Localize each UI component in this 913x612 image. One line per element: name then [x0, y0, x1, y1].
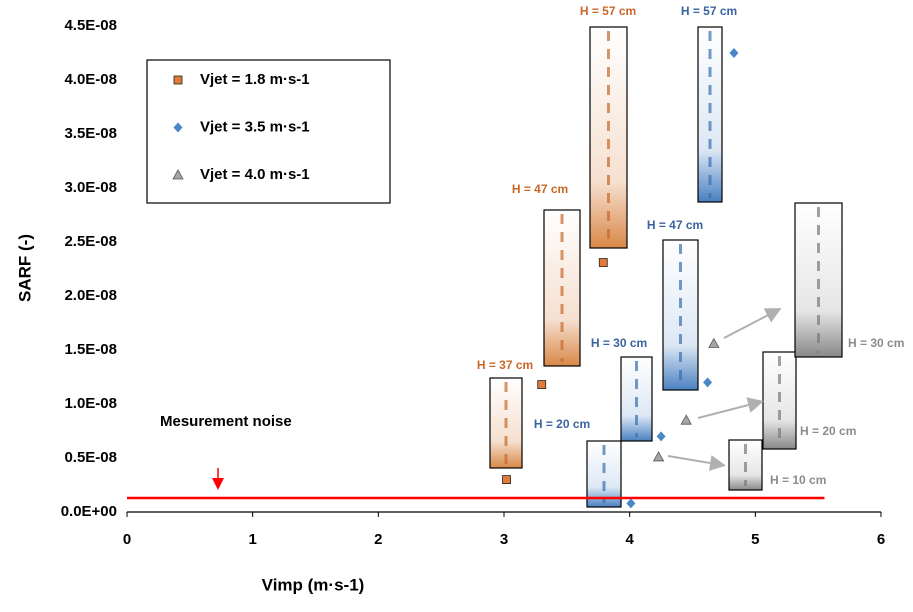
legend-label: Vjet = 3.5 m·s-1	[200, 118, 310, 135]
y-tick-label: 0.0E+00	[61, 503, 117, 520]
height-label: H = 20 cm	[534, 417, 590, 431]
marker-square	[173, 75, 183, 85]
x-tick-label: 3	[500, 531, 508, 548]
marker-square	[537, 380, 547, 389]
x-tick-label: 6	[877, 531, 885, 548]
y-tick-label: 3.5E-08	[64, 125, 117, 142]
pointer-arrow	[667, 455, 726, 471]
x-tick-label: 2	[374, 531, 382, 548]
height-label: H = 37 cm	[477, 358, 533, 372]
x-axis-label: Vimp (m·s-1)	[262, 575, 365, 594]
marker-triangle	[652, 451, 665, 462]
y-tick-label: 0.5E-08	[64, 449, 117, 466]
x-tick-label: 5	[751, 531, 759, 548]
y-tick-label: 4.5E-08	[64, 17, 117, 34]
x-tick-label: 1	[248, 531, 256, 548]
marker-diamond	[626, 498, 636, 509]
height-label: H = 57 cm	[681, 4, 737, 18]
y-tick-label: 2.0E-08	[64, 287, 117, 304]
marker-diamond	[729, 48, 739, 58]
y-tick-label: 4.0E-08	[64, 71, 117, 88]
marker-triangle	[708, 337, 720, 348]
height-label: H = 30 cm	[591, 336, 647, 350]
legend-box	[146, 59, 391, 204]
pointer-arrow	[723, 308, 782, 339]
x-tick-label: 0	[123, 531, 131, 548]
noise-label: Mesurement noise	[160, 413, 292, 430]
marker-triangle	[172, 169, 184, 180]
y-axis-label: SARF (-)	[15, 234, 34, 302]
marker-triangle	[680, 414, 692, 425]
marker-square	[502, 475, 511, 485]
marker-diamond	[656, 431, 666, 442]
pointer-arrow	[697, 397, 764, 419]
y-tick-label: 2.5E-08	[64, 233, 117, 250]
legend-label: Vjet = 4.0 m·s-1	[200, 166, 310, 183]
marker-square	[598, 258, 608, 267]
legend-label: Vjet = 1.8 m·s-1	[200, 71, 310, 88]
marker-diamond	[703, 377, 713, 388]
y-tick-label: 3.0E-08	[64, 179, 117, 196]
marker-diamond	[173, 122, 183, 133]
height-label: H = 20 cm	[800, 424, 856, 438]
y-tick-label: 1.5E-08	[64, 341, 117, 358]
height-label: H = 47 cm	[647, 218, 703, 232]
y-tick-label: 1.0E-08	[64, 395, 117, 412]
x-tick-label: 4	[625, 531, 634, 548]
height-label: H = 57 cm	[580, 4, 636, 18]
height-label: H = 10 cm	[770, 473, 826, 487]
height-label: H = 47 cm	[512, 182, 568, 196]
height-label: H = 30 cm	[848, 336, 904, 350]
